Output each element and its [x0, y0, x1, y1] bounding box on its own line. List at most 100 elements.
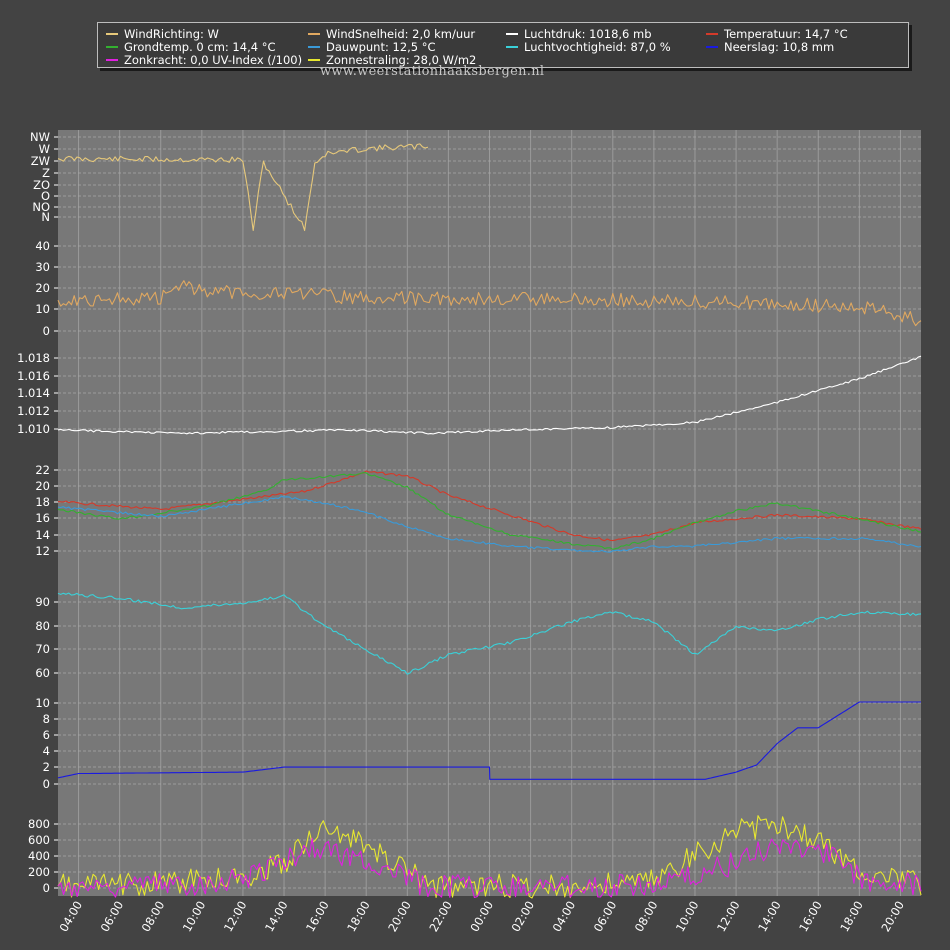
legend-label-temperatuur: Temperatuur: 14,7 °C	[724, 27, 848, 41]
legend-swatch-dauwpunt	[308, 46, 320, 48]
y-tick-label: 1.014	[17, 386, 50, 400]
y-tick-label: NO	[32, 200, 50, 214]
series-line-grondtemp-cm	[57, 471, 922, 550]
legend: WindRichting: W WindSnelheid: 2,0 km/uur…	[97, 22, 909, 68]
y-tick-label: 1.018	[17, 351, 50, 365]
y-tick-label: 60	[35, 666, 50, 680]
y-tick-label: 10	[35, 696, 50, 710]
y-tick-label: 16	[35, 511, 50, 525]
series-line-zonkracht	[57, 837, 922, 899]
y-tick-label: ZW	[31, 154, 50, 168]
series-line-luchtvochtigheid	[57, 592, 922, 675]
legend-label-windsnelheid: WindSnelheid: 2,0 km/uur	[326, 27, 476, 41]
legend-swatch-luchtvochtigheid	[506, 46, 518, 48]
y-tick-label: 200	[28, 865, 50, 879]
x-tick-label: 10:00	[673, 899, 702, 935]
y-tick-label: NW	[30, 130, 50, 144]
series-line-windsnelheid	[57, 280, 922, 327]
y-tick-label: O	[41, 189, 50, 203]
y-tick-label: 8	[43, 712, 50, 726]
x-tick-label: 12:00	[221, 899, 250, 935]
windspeed-panel: 40 30 20 10 0	[35, 239, 922, 338]
y-tick-label: 400	[28, 849, 50, 863]
y-tick-label: 18	[35, 495, 50, 509]
legend-label-dauwpunt: Dauwpunt: 12,5 °C	[326, 40, 436, 54]
legend-label-neerslag: Neerslag: 10,8 mm	[724, 40, 835, 54]
x-tick-label: 20:00	[878, 899, 907, 935]
legend-label-windrichting: WindRichting: W	[124, 27, 219, 41]
y-tick-label: 90	[35, 595, 50, 609]
legend-swatch-luchtdruk	[506, 33, 518, 35]
legend-swatch-windrichting	[106, 33, 118, 35]
legend-swatch-windsnelheid	[308, 33, 320, 35]
legend-label-luchtvochtigheid: Luchtvochtigheid: 87,0 %	[524, 40, 671, 54]
legend-item-grondtemp: Grondtemp. 0 cm: 14,4 °C	[106, 40, 275, 54]
humidity-panel: 90 80 70 60	[35, 592, 922, 680]
y-tick-label: Z	[42, 166, 50, 180]
x-tick-label: 10:00	[180, 899, 209, 935]
y-tick-label: 30	[35, 260, 50, 274]
y-tick-label: 0	[43, 324, 50, 338]
x-tick-label: 08:00	[139, 899, 168, 935]
legend-item-windsnelheid: WindSnelheid: 2,0 km/uur	[308, 27, 475, 41]
y-tick-label: 70	[35, 642, 50, 656]
x-tick-label: 06:00	[591, 899, 620, 935]
y-tick-label: ZO	[33, 178, 50, 192]
legend-label-zonnestraling: Zonnestraling: 28,0 W/m2	[326, 53, 477, 67]
series-line-windrichting	[57, 143, 429, 232]
x-tick-label: 18:00	[344, 899, 373, 935]
x-tick-label: 04:00	[550, 899, 579, 935]
y-tick-label: 6	[43, 728, 50, 742]
x-tick-label: 00:00	[467, 899, 496, 935]
legend-item-neerslag: Neerslag: 10,8 mm	[706, 40, 834, 54]
x-tick-label: 18:00	[837, 899, 866, 935]
solar-panel: 800 600 400 200 0	[28, 815, 922, 899]
legend-swatch-zonkracht	[106, 59, 118, 61]
legend-swatch-temperatuur	[706, 33, 718, 35]
x-tick-label: 22:00	[426, 899, 455, 935]
y-tick-label: 1.010	[17, 422, 50, 436]
legend-item-dauwpunt: Dauwpunt: 12,5 °C	[308, 40, 436, 54]
y-tick-label: 1.016	[17, 369, 50, 383]
pressure-panel: 1.018 1.016 1.014 1.012 1.010	[17, 351, 922, 436]
x-tick-label: 16:00	[796, 899, 825, 935]
legend-label-grondtemp: Grondtemp. 0 cm: 14,4 °C	[124, 40, 276, 54]
legend-swatch-zonnestraling	[308, 59, 320, 61]
legend-item-zonnestraling: Zonnestraling: 28,0 W/m2	[308, 53, 476, 67]
y-tick-label: 22	[35, 463, 50, 477]
legend-label-zonkracht: Zonkracht: 0,0 UV-Index (/100)	[124, 53, 303, 67]
legend-item-windrichting: WindRichting: W	[106, 27, 219, 41]
temperature-panel: 22 20 18 16 14 12	[35, 463, 922, 558]
y-tick-label: 12	[35, 544, 50, 558]
y-tick-label: 40	[35, 239, 50, 253]
legend-item-temperatuur: Temperatuur: 14,7 °C	[706, 27, 848, 41]
series-line-dauwpunt	[57, 495, 922, 553]
watermark: www.weerstationhaaksbergen.nl	[320, 64, 545, 79]
legend-swatch-grondtemp	[106, 46, 118, 48]
y-tick-label: 80	[35, 619, 50, 633]
series-line-zonnestraling	[57, 815, 922, 899]
y-tick-label: 2	[43, 760, 50, 774]
legend-item-zonkracht: Zonkracht: 0,0 UV-Index (/100)	[106, 53, 302, 67]
y-tick-label: 1.012	[17, 404, 50, 418]
x-tick-label: 12:00	[714, 899, 743, 935]
x-tick-label: 08:00	[632, 899, 661, 935]
y-tick-label: W	[39, 142, 50, 156]
y-tick-label: 20	[35, 281, 50, 295]
y-tick-label: 0	[43, 881, 50, 895]
y-tick-label: 0	[43, 777, 50, 791]
legend-label-luchtdruk: Luchtdruk: 1018,6 mb	[524, 27, 652, 41]
legend-item-luchtdruk: Luchtdruk: 1018,6 mb	[506, 27, 652, 41]
y-tick-label: 14	[35, 528, 50, 542]
series-line-temperatuur	[57, 470, 922, 542]
y-tick-label: 600	[28, 833, 50, 847]
x-tick-label: 06:00	[98, 899, 127, 935]
y-tick-label: N	[41, 210, 50, 224]
y-tick-label: 10	[35, 302, 50, 316]
x-tick-label: 14:00	[262, 899, 291, 935]
y-tick-label: 4	[43, 744, 50, 758]
x-tick-label: 16:00	[303, 899, 332, 935]
series-line-neerslag	[57, 701, 921, 780]
